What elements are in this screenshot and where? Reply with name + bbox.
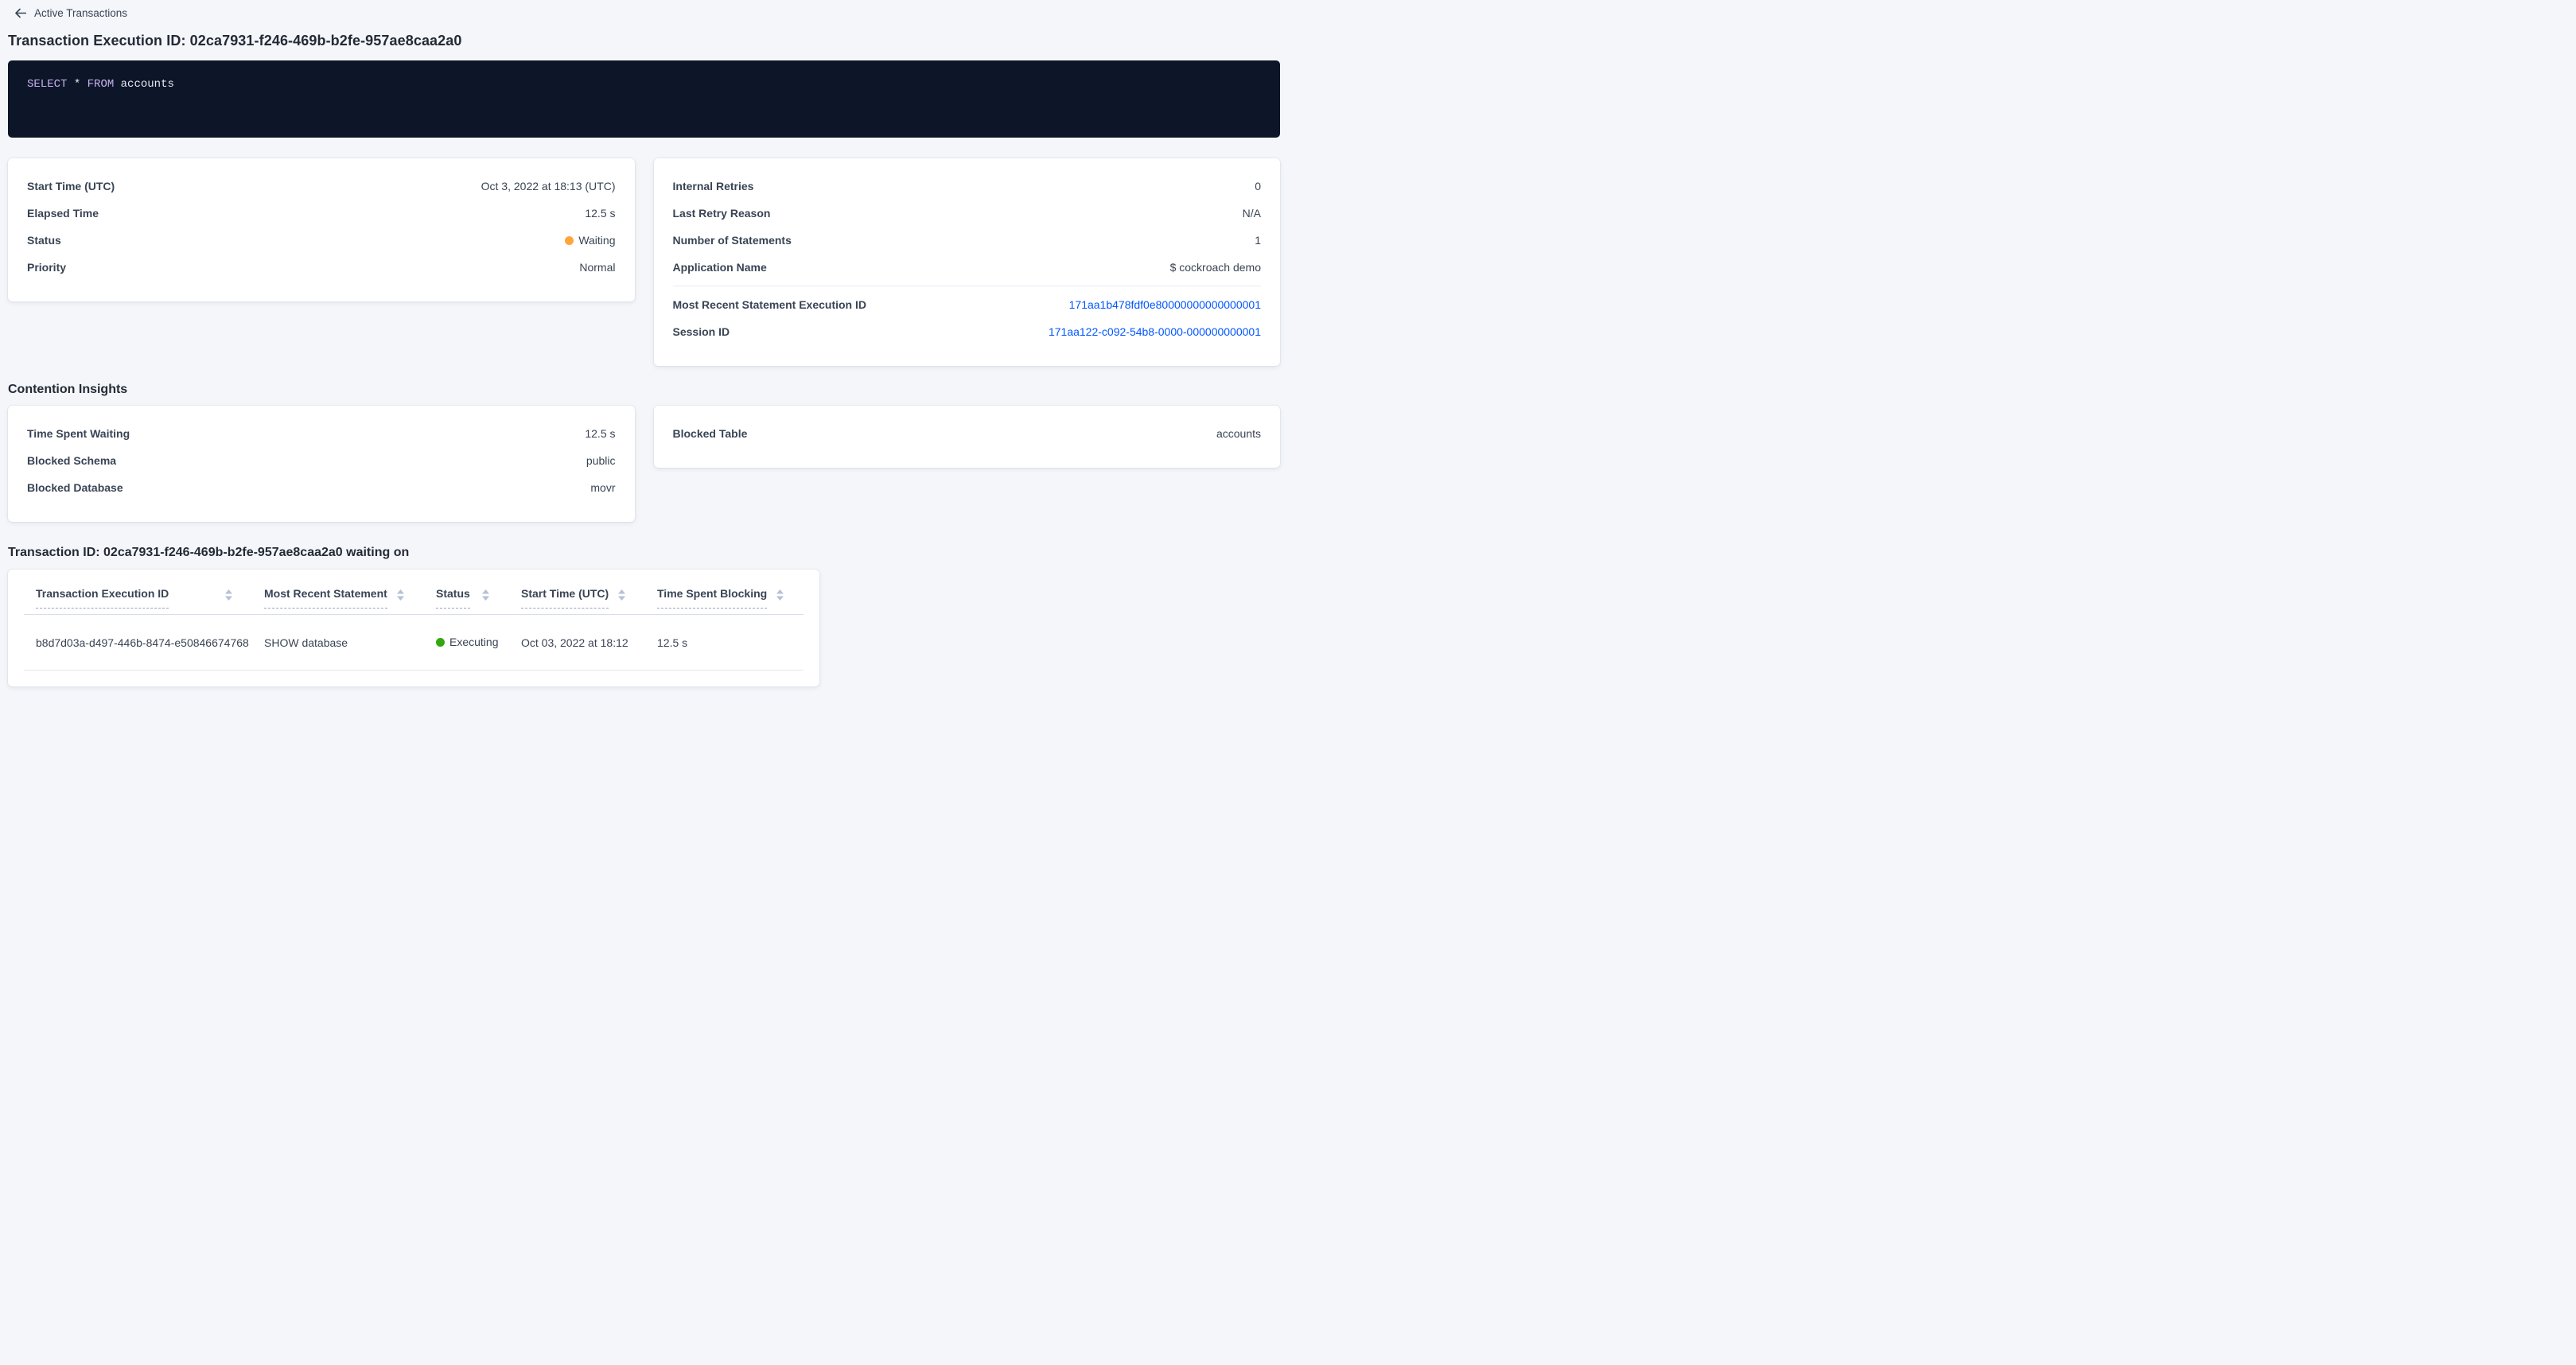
waiting-on-heading: Transaction ID: 02ca7931-f246-469b-b2fe-… [8,546,410,559]
elapsed-time-value: 12.5 s [585,207,616,220]
time-spent-waiting-label: Time Spent Waiting [27,427,130,440]
executing-status-icon [436,637,445,647]
column-label: Status [436,587,470,609]
sort-icon[interactable] [776,589,784,601]
blocked-table-label: Blocked Table [672,427,748,440]
last-retry-reason-label: Last Retry Reason [672,207,771,220]
internal-retries-row: Internal Retries 0 [673,173,1262,200]
contention-waiting-card: Time Spent Waiting 12.5 s Blocked Schema… [8,406,635,522]
column-header-time-spent-blocking[interactable]: Time Spent Blocking [645,587,804,615]
time-spent-waiting-row: Time Spent Waiting 12.5 s [27,420,616,447]
table-row: b8d7d03a-d497-446b-8474-e50846674768 SHO… [24,614,804,671]
last-retry-reason-value: N/A [1242,207,1261,220]
sql-table-name: accounts [120,78,174,91]
number-of-statements-label: Number of Statements [672,234,792,247]
transaction-details-card: Internal Retries 0 Last Retry Reason N/A… [653,158,1280,366]
column-label: Time Spent Blocking [657,587,768,609]
start-time-row: Start Time (UTC) Oct 3, 2022 at 18:13 (U… [27,173,616,200]
waiting-on-table-panel: Transaction Execution ID Most Recent Sta… [8,570,819,686]
session-id-link[interactable]: 171aa122-c092-54b8-0000-000000000001 [1048,325,1261,338]
start-time-value: Oct 3, 2022 at 18:13 (UTC) [481,180,616,192]
internal-retries-value: 0 [1255,180,1261,192]
breadcrumb: Active Transactions [8,5,1280,21]
application-name-label: Application Name [672,261,767,274]
column-label: Start Time (UTC) [521,587,609,609]
cell-status: Executing [424,614,509,671]
priority-label: Priority [27,261,67,274]
arrow-left-icon [15,8,26,18]
sort-icon[interactable] [225,589,232,601]
column-label: Transaction Execution ID [36,587,169,609]
summary-cards-row: Start Time (UTC) Oct 3, 2022 at 18:13 (U… [8,158,1280,366]
back-link[interactable]: Active Transactions [14,7,127,19]
sort-icon[interactable] [618,589,625,601]
number-of-statements-row: Number of Statements 1 [673,227,1262,254]
status-value: Waiting [578,234,616,247]
cell-time-spent-blocking: 12.5 s [645,614,804,671]
blocked-schema-row: Blocked Schema public [27,447,616,474]
page-title: Transaction Execution ID: 02ca7931-f246-… [8,33,462,49]
active-transaction-details-page: Active Transactions Transaction Executio… [8,5,1280,686]
elapsed-time-row: Elapsed Time 12.5 s [27,200,616,227]
sort-icon[interactable] [397,589,404,601]
waiting-on-table: Transaction Execution ID Most Recent Sta… [24,587,804,671]
blocked-table-value: accounts [1216,427,1261,440]
sql-keyword-select: SELECT [27,78,68,91]
column-header-start-time[interactable]: Start Time (UTC) [509,587,645,615]
contention-insights-heading: Contention Insights [8,383,128,396]
statement-execution-id-link[interactable]: 171aa1b478fdf0e80000000000000001 [1068,298,1261,311]
application-name-value: $ cockroach demo [1169,261,1261,274]
column-header-transaction-execution-id[interactable]: Transaction Execution ID [24,587,252,615]
contention-blocked-table-card: Blocked Table accounts [653,406,1280,468]
cell-most-recent-statement: SHOW database [252,614,424,671]
status-label: Status [27,234,61,247]
cell-start-time: Oct 03, 2022 at 18:12 [509,614,645,671]
sql-keyword-from: FROM [87,78,115,91]
status-badge: Waiting [565,234,616,247]
session-id-row: Session ID 171aa122-c092-54b8-0000-00000… [673,318,1262,345]
last-retry-reason-row: Last Retry Reason N/A [673,200,1262,227]
priority-row: Priority Normal [27,254,616,281]
transaction-summary-card: Start Time (UTC) Oct 3, 2022 at 18:13 (U… [8,158,635,301]
sort-icon[interactable] [482,589,489,601]
waiting-status-icon [565,235,574,245]
table-header-row: Transaction Execution ID Most Recent Sta… [24,587,804,615]
blocked-schema-label: Blocked Schema [27,454,117,467]
sql-statement-text: SELECT * FROM accounts [27,78,174,91]
blocked-database-label: Blocked Database [27,481,123,494]
statement-execution-id-label: Most Recent Statement Execution ID [672,298,867,311]
application-name-row: Application Name $ cockroach demo [673,254,1262,281]
blocked-database-row: Blocked Database movr [27,474,616,501]
elapsed-time-label: Elapsed Time [27,207,99,220]
sql-statement-box: SELECT * FROM accounts [8,60,1280,138]
start-time-label: Start Time (UTC) [27,180,115,192]
column-header-most-recent-statement[interactable]: Most Recent Statement [252,587,424,615]
statement-execution-id-row: Most Recent Statement Execution ID 171aa… [673,291,1262,318]
blocked-database-value: movr [590,481,616,494]
blocked-table-row: Blocked Table accounts [673,420,1262,447]
blocked-schema-value: public [586,454,616,467]
time-spent-waiting-value: 12.5 s [585,427,616,440]
cell-transaction-execution-id: b8d7d03a-d497-446b-8474-e50846674768 [24,614,252,671]
session-id-label: Session ID [672,325,730,338]
status-row: Status Waiting [27,227,616,254]
number-of-statements-value: 1 [1255,234,1261,247]
column-header-status[interactable]: Status [424,587,509,615]
cell-status-value: Executing [449,636,499,649]
sql-star: * [73,78,81,91]
contention-cards-row: Time Spent Waiting 12.5 s Blocked Schema… [8,406,1280,522]
column-label: Most Recent Statement [264,587,387,609]
back-link-label: Active Transactions [34,6,128,19]
internal-retries-label: Internal Retries [672,180,754,192]
priority-value: Normal [579,261,616,274]
